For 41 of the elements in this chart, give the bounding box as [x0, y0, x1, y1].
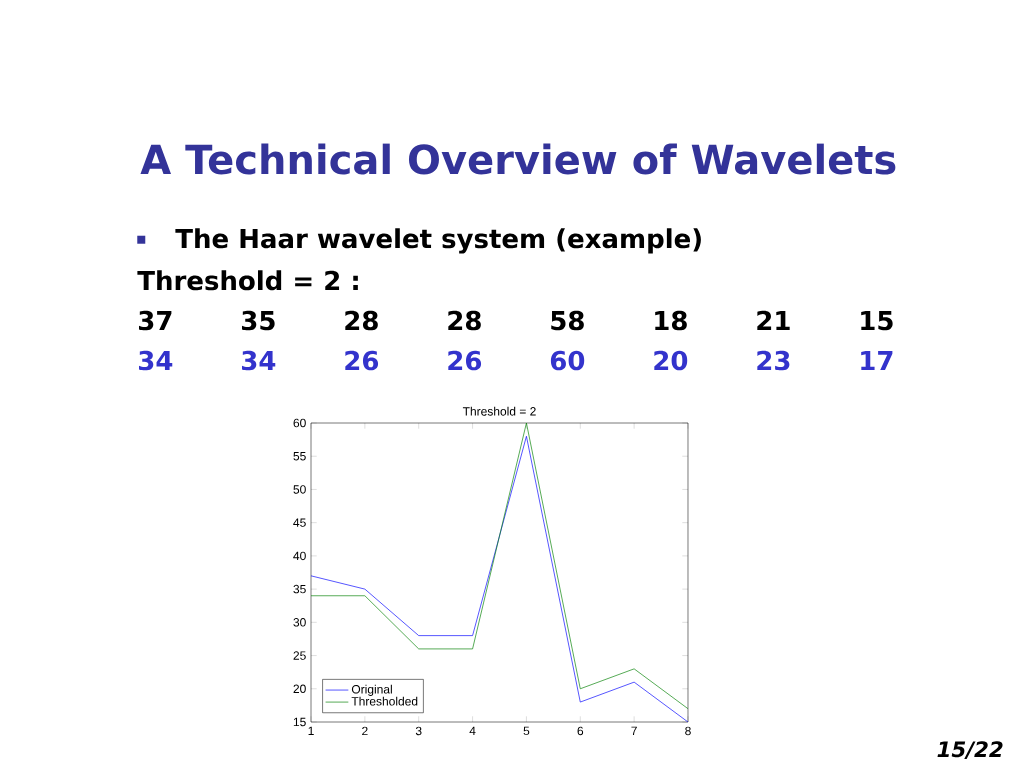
legend-label: Thresholded — [351, 696, 418, 706]
text: 34 — [242, 350, 276, 371]
x-tick-label: 5 — [523, 726, 530, 736]
chart-subtitle: The Haar wavelet system (example) — [175, 228, 701, 254]
text: 26 — [345, 350, 379, 371]
y-tick-label: 55 — [293, 452, 306, 461]
y-tick-label: 40 — [293, 551, 306, 561]
x-tick-label: 7 — [631, 726, 637, 735]
y-tick-label: 20 — [293, 684, 306, 694]
y-tick-label: 60 — [293, 418, 306, 428]
x-tick-label: 8 — [685, 726, 691, 736]
y-tick-label: 50 — [293, 485, 306, 494]
text: 37 — [139, 310, 172, 331]
chart-title: A Technical Overview of Wavelets — [140, 143, 896, 175]
x-tick-label: 3 — [415, 726, 422, 736]
x-tick-label: 1 — [308, 726, 314, 735]
text: 23 — [757, 350, 790, 371]
y-tick-label: 45 — [293, 518, 306, 527]
y-tick-label: 15 — [293, 717, 306, 727]
text: 34 — [139, 350, 173, 371]
text: 17 — [861, 351, 893, 370]
legend-label: Original — [351, 684, 392, 696]
y-tick-label: 35 — [293, 584, 306, 594]
text: 15/22 — [937, 741, 1003, 759]
text: 60 — [550, 350, 585, 371]
text: 35 — [242, 310, 275, 331]
y-tick-label: 30 — [293, 618, 306, 627]
text: 28 — [448, 310, 481, 331]
text: 18 — [655, 310, 687, 331]
text: Threshold = 2 : — [137, 270, 358, 291]
x-tick-label: 4 — [469, 726, 476, 735]
text: 28 — [345, 310, 378, 331]
text: 15 — [861, 311, 893, 331]
text: Threshold = 2 — [462, 406, 536, 416]
text: 21 — [757, 310, 790, 330]
x-tick-label: 2 — [362, 726, 368, 736]
text: 58 — [551, 310, 584, 331]
y-tick-label: 25 — [293, 651, 306, 660]
x-tick-label: 6 — [577, 726, 584, 736]
text: 26 — [448, 350, 482, 371]
text: 20 — [654, 350, 688, 371]
